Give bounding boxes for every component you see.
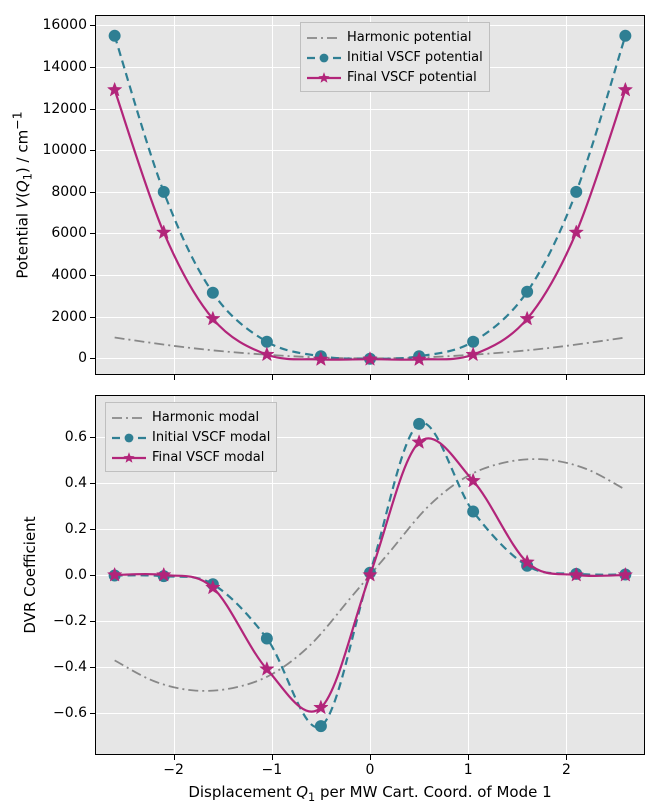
tick-x <box>370 375 371 380</box>
ytick-label: 0.2 <box>65 521 87 537</box>
xtick-label: 0 <box>366 762 375 778</box>
tick-x <box>468 375 469 380</box>
legend-swatch <box>307 50 341 64</box>
xlabel: Displacement Q1 per MW Cart. Coord. of M… <box>188 783 551 804</box>
ytick-label: 0.6 <box>65 429 87 445</box>
xtick-label: −1 <box>261 762 282 778</box>
tick-x <box>174 375 175 380</box>
legend-swatch <box>307 30 341 44</box>
tick-x <box>370 755 371 760</box>
legend-label: Harmonic modal <box>152 410 259 425</box>
series-final <box>115 90 626 360</box>
legend-swatch <box>307 70 341 84</box>
tick-x <box>468 755 469 760</box>
legend-label: Initial VSCF potential <box>347 50 483 65</box>
ytick-label: 16000 <box>42 17 87 33</box>
ytick-label: 8000 <box>51 184 87 200</box>
legend-swatch <box>112 430 146 444</box>
legend-row-final: Final VSCF modal <box>112 447 270 467</box>
ytick-label: 2000 <box>51 309 87 325</box>
ytick-label: 6000 <box>51 225 87 241</box>
legend-swatch <box>112 450 146 464</box>
legend-label: Final VSCF modal <box>152 450 264 465</box>
ytick-label: 12000 <box>42 101 87 117</box>
tick-x <box>566 755 567 760</box>
legend-label: Harmonic potential <box>347 30 471 45</box>
ytick-label: 0.4 <box>65 475 87 491</box>
ytick-label: 4000 <box>51 267 87 283</box>
ytick-label: −0.6 <box>53 705 87 721</box>
ytick-label: 0.0 <box>65 567 87 583</box>
tick-x <box>272 375 273 380</box>
ytick-label: 10000 <box>42 142 87 158</box>
tick-x <box>272 755 273 760</box>
xtick-label: −2 <box>163 762 184 778</box>
figure: Potential V(Q1) / cm−1 DVR Coefficient D… <box>0 0 666 797</box>
ytick-label: −0.2 <box>53 613 87 629</box>
ytick-label: −0.4 <box>53 659 87 675</box>
ytick-label: 14000 <box>42 59 87 75</box>
legend-row-harmonic: Harmonic modal <box>112 407 270 427</box>
top-legend: Harmonic potential Initial VSCF potential… <box>300 22 490 92</box>
xtick-label: 2 <box>562 762 571 778</box>
legend-row-initial: Initial VSCF potential <box>307 47 483 67</box>
bottom-legend: Harmonic modal Initial VSCF modal Final VS… <box>105 402 277 472</box>
tick-x <box>566 375 567 380</box>
xtick-label: 1 <box>464 762 473 778</box>
legend-label: Final VSCF potential <box>347 70 477 85</box>
tick-x <box>174 755 175 760</box>
legend-row-initial: Initial VSCF modal <box>112 427 270 447</box>
legend-row-final: Final VSCF potential <box>307 67 483 87</box>
legend-row-harmonic: Harmonic potential <box>307 27 483 47</box>
ytick-label: 0 <box>78 350 87 366</box>
ylabel-top: Potential V(Q1) / cm−1 <box>10 111 35 278</box>
legend-swatch <box>112 410 146 424</box>
legend-label: Initial VSCF modal <box>152 430 270 445</box>
ylabel-bottom: DVR Coefficient <box>21 516 39 633</box>
